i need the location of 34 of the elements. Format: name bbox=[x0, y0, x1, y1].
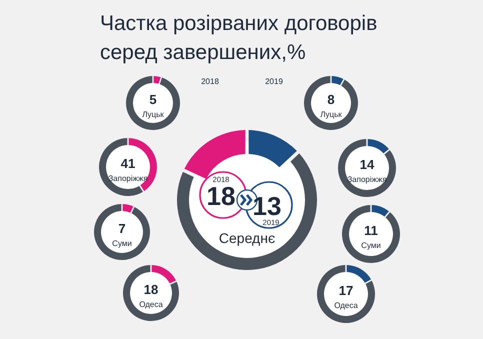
data-label: 11 bbox=[364, 223, 378, 238]
donut-slice bbox=[368, 139, 389, 154]
data-label: 18 bbox=[144, 282, 158, 297]
data-label: 5 bbox=[149, 92, 157, 107]
text: 18 bbox=[206, 181, 236, 211]
data-label: 17 bbox=[338, 283, 354, 298]
slice-label: Запоріжжя bbox=[108, 174, 148, 183]
text: Середнє bbox=[218, 230, 276, 246]
slice-label: Луцьк bbox=[320, 110, 342, 119]
slice-label: Суми bbox=[361, 241, 381, 250]
data-label: 41 bbox=[120, 156, 136, 171]
donut-slice bbox=[372, 205, 389, 217]
slice-label: Луцьк bbox=[142, 110, 164, 119]
slice-label: Запоріжжя bbox=[347, 175, 387, 184]
chart-subtitle: 2019 bbox=[265, 77, 284, 86]
slice-label: Суми bbox=[112, 239, 132, 248]
text: 2018 bbox=[201, 77, 220, 86]
data-label: 7 bbox=[118, 221, 126, 236]
donut-slice bbox=[122, 204, 134, 213]
donut-slice bbox=[152, 265, 176, 284]
donut-slice bbox=[346, 265, 372, 283]
donut-slice bbox=[317, 265, 375, 323]
donut-slice bbox=[154, 76, 161, 84]
chart-title: Частка розірваних договорів серед завершених,% bbox=[100, 12, 378, 64]
data-label: 14 bbox=[360, 157, 375, 172]
text: 13 bbox=[252, 191, 282, 221]
data-label: 8 bbox=[327, 92, 335, 107]
donut-slice bbox=[123, 265, 179, 321]
donut-slice bbox=[338, 139, 396, 197]
slice-label: Одеса bbox=[139, 300, 164, 309]
donut-slice bbox=[342, 205, 400, 263]
slice-label: Одеса bbox=[334, 301, 358, 310]
donut-slice bbox=[248, 130, 297, 168]
donut-slice bbox=[332, 76, 344, 86]
